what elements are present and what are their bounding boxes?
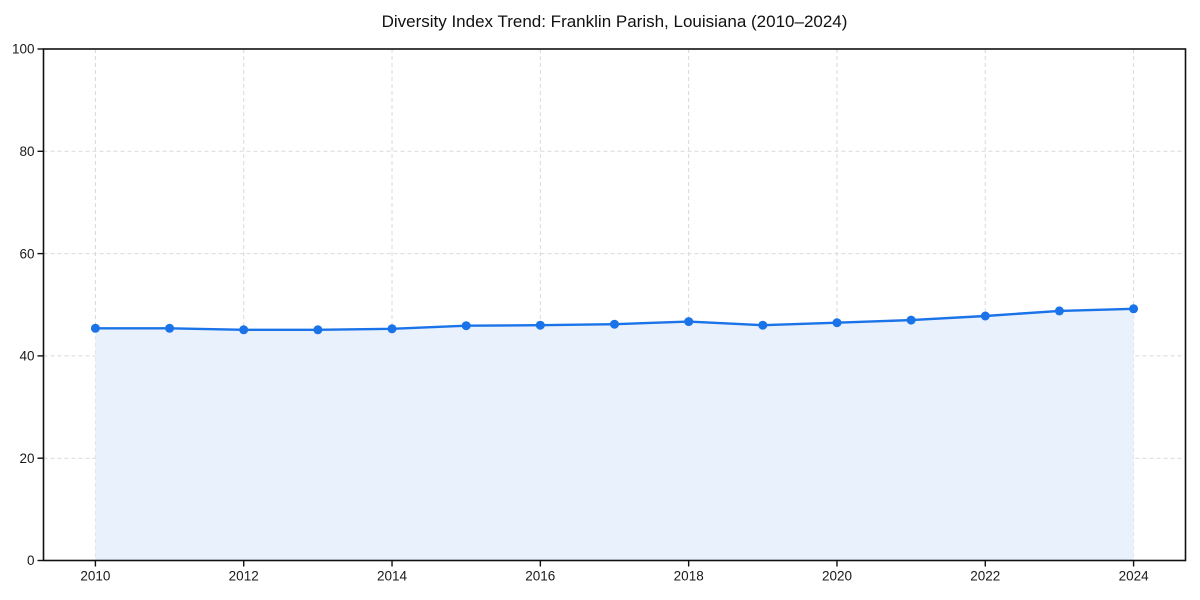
y-tick-label-60: 60 <box>19 246 34 261</box>
data-point-2023 <box>1054 306 1064 316</box>
x-tick-label-2022: 2022 <box>970 569 1000 584</box>
data-point-2010 <box>90 323 100 333</box>
x-tick-label-2024: 2024 <box>1119 569 1150 584</box>
data-point-2021 <box>906 315 916 325</box>
y-tick-label-100: 100 <box>12 42 35 57</box>
data-point-2015 <box>461 321 471 331</box>
x-tick-label-2014: 2014 <box>377 569 408 584</box>
plot-border <box>42 48 1187 562</box>
area-fill <box>95 308 1134 561</box>
data-point-2013 <box>313 325 323 335</box>
y-tick-label-40: 40 <box>19 349 34 364</box>
x-tick-label-2010: 2010 <box>80 569 110 584</box>
y-tick-label-0: 0 <box>27 553 35 568</box>
data-point-2014 <box>387 324 397 334</box>
y-tick-label-20: 20 <box>19 451 34 466</box>
data-point-2018 <box>684 317 694 327</box>
x-tick-label-2020: 2020 <box>822 569 852 584</box>
data-point-2017 <box>610 319 619 329</box>
x-tick-label-2018: 2018 <box>674 569 704 584</box>
y-tick-label-80: 80 <box>19 144 34 159</box>
data-point-2011 <box>165 323 175 333</box>
chart-title: Diversity Index Trend: Franklin Parish, … <box>381 12 848 31</box>
x-tick-label-2016: 2016 <box>525 569 555 584</box>
data-point-2012 <box>239 325 249 335</box>
data-point-2016 <box>535 320 545 330</box>
data-point-2019 <box>758 320 768 330</box>
data-point-2024 <box>1129 304 1139 314</box>
x-tick-label-2012: 2012 <box>229 569 259 584</box>
data-point-2022 <box>980 311 990 321</box>
data-point-2020 <box>832 318 842 328</box>
